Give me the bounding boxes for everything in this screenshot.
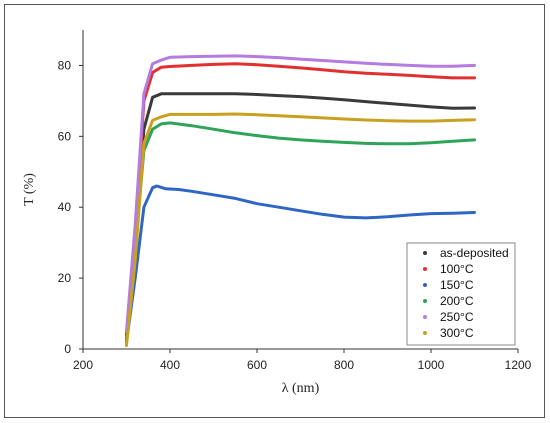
series-line-0 [125, 92, 476, 337]
x-tick-label: 200 [73, 358, 93, 372]
legend-label: 300°C [440, 326, 474, 340]
x-tick-label: 400 [160, 358, 180, 372]
x-tick-label: 600 [247, 358, 267, 372]
legend-box [406, 242, 516, 346]
y-tick-label: 0 [64, 342, 71, 356]
series-line-1 [125, 62, 476, 340]
y-tick-label: 60 [58, 129, 72, 143]
legend-label: 250°C [440, 310, 474, 324]
series-line-3 [125, 121, 476, 344]
series-line-4 [125, 54, 476, 333]
legend-marker [423, 331, 427, 335]
y-tick-label: 80 [58, 58, 72, 72]
y-axis-ticks: 0 20 40 60 80 [58, 58, 83, 356]
x-axis-ticks: 200 400 600 800 1000 1200 [73, 349, 532, 372]
series-line-2 [125, 184, 476, 344]
y-tick-label: 20 [58, 271, 72, 285]
y-tick-label: 40 [58, 200, 72, 214]
x-tick-label: 800 [334, 358, 354, 372]
series-group [125, 54, 476, 347]
legend-label: 150°C [440, 278, 474, 292]
legend-label: as-deposited [440, 246, 509, 260]
legend-marker [423, 251, 427, 255]
legend-label: 200°C [440, 294, 474, 308]
legend-marker [423, 283, 427, 287]
series-line-5 [125, 112, 476, 347]
x-tick-label: 1000 [418, 358, 445, 372]
legend-label: 100°C [440, 262, 474, 276]
x-tick-label: 1200 [505, 358, 532, 372]
legend-marker [423, 315, 427, 319]
legend-marker [423, 299, 427, 303]
x-axis-title: λ (nm) [282, 381, 320, 396]
legend: as-deposited 100°C 150°C 200°C 250°C 300°C [406, 242, 516, 346]
legend-marker [423, 267, 427, 271]
y-axis-title: T (%) [22, 173, 37, 206]
axes [82, 30, 518, 350]
figure-frame [4, 4, 545, 418]
